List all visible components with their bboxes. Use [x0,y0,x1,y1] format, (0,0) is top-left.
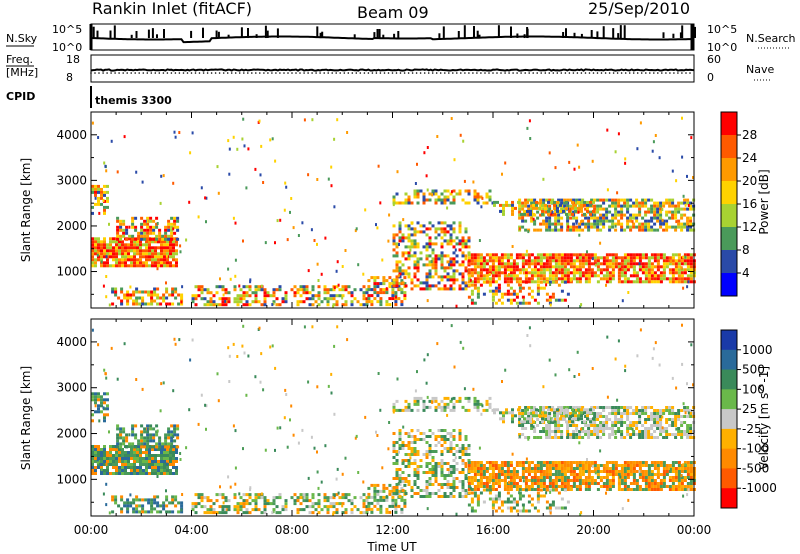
nave-tick-bottom: 0 [707,71,714,84]
station-title: Rankin Inlet (fitACF) [92,0,252,18]
x-tick-label: 00:00 [677,523,712,537]
noise-right-label: N.Search [746,32,796,45]
colorbar-tick-label: -100 [742,442,769,456]
beam-title: Beam 09 [357,3,429,22]
cpid-program: themis 3300 [95,94,172,107]
colorbar-swatch [721,250,737,274]
colorbar-swatch [721,389,737,410]
colorbar-tick-label: -1000 [742,481,777,495]
colorbar-swatch [721,181,737,205]
power-ylabel: Slant Range [km] [19,158,33,262]
y-tick-label: 2000 [56,427,87,441]
x-tick-label: 00:00 [74,523,109,537]
y-tick-label: 4000 [56,335,87,349]
y-tick-label: 3000 [56,381,87,395]
velocity-panel: 1000 2000 3000 4000 00:00 04:00 08:00 12:00 16:0… [19,318,777,537]
colorbar-swatch [721,273,737,297]
y-tick-label: 3000 [56,173,87,187]
colorbar-tick-label: 100 [742,382,765,396]
noise-left-tick-top: 10^5 [52,23,82,36]
colorbar-swatch [721,204,737,228]
x-tick-label: 16:00 [476,523,511,537]
y-tick-label: 1000 [56,472,87,486]
freq-unit: [MHz] [6,66,38,79]
velocity-colorbar-label: Velocity [m s^-1] [757,366,771,470]
freq-tick-bottom: 8 [66,71,73,84]
noise-left-label: N.Sky [6,32,38,45]
colorbar-tick-label: 24 [742,151,757,165]
colorbar-tick-label: 500 [742,363,765,377]
colorbar-tick-label: 12 [742,220,757,234]
colorbar-tick-label: 20 [742,174,757,188]
y-tick-label: 1000 [56,265,87,279]
noise-right-tick-top: 10^5 [707,23,737,36]
colorbar-swatch [721,488,737,509]
x-axis-label: Time UT [366,540,417,554]
colorbar-swatch [721,468,737,489]
colorbar-swatch [721,135,737,159]
x-tick-label: 20:00 [576,523,611,537]
velocity-ylabel: Slant Range [km] [19,366,33,470]
freq-tick-top: 18 [66,53,80,66]
cpid-label: CPID [6,90,35,103]
freq-trace [90,68,695,74]
colorbar-tick-label: 28 [742,128,757,142]
colorbar-swatch [721,448,737,469]
colorbar-swatch [721,369,737,390]
date-title: 25/Sep/2010 [588,0,690,18]
power-heatmap-cells [91,116,696,308]
noise-right-tick-bottom: 10^0 [707,41,737,54]
colorbar-swatch [721,112,737,136]
power-colorbar-label: Power [dB] [757,169,771,234]
velocity-heatmap-cells [91,323,696,516]
colorbar-tick-label: 25 [742,402,757,416]
colorbar-tick-label: -500 [742,461,769,475]
y-tick-label: 4000 [56,128,87,142]
colorbar-tick-label: 1000 [742,343,773,357]
noise-trace [89,24,696,50]
noise-panel: N.Sky 10^5 10^0 10^5 10^0 N.Search [6,23,796,54]
noise-left-tick-bottom: 10^0 [52,41,82,54]
nave-label: Nave [746,63,774,76]
colorbar-swatch [721,428,737,450]
x-tick-label: 04:00 [174,523,209,537]
colorbar-swatch [721,158,737,182]
freq-label: Freq. [6,53,33,66]
y-tick-label: 2000 [56,219,87,233]
colorbar-tick-label: 4 [742,266,750,280]
x-tick-label: 08:00 [275,523,310,537]
colorbar-tick-label: -25 [742,422,762,436]
freq-panel: Freq. [MHz] 18 8 60 0 Nave [6,53,774,84]
colorbar-tick-label: 8 [742,243,750,257]
nave-tick-top: 60 [707,53,721,66]
power-panel: 1000 2000 3000 4000 Slant Range [km] 28 24 20… [19,111,771,309]
colorbar-swatch [721,227,737,251]
colorbar-swatch [721,349,737,371]
colorbar-tick-label: 16 [742,197,757,211]
x-tick-label: 12:00 [375,523,410,537]
colorbar-swatch [721,409,737,430]
colorbar-swatch [721,330,737,351]
